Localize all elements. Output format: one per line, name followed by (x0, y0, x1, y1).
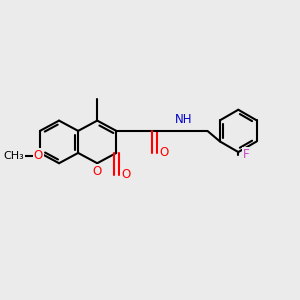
Text: NH: NH (175, 113, 192, 127)
Text: O: O (159, 146, 168, 159)
Text: F: F (243, 148, 249, 161)
Text: CH₃: CH₃ (3, 151, 24, 161)
Text: O: O (93, 165, 102, 178)
Text: O: O (34, 149, 43, 162)
Text: O: O (122, 169, 131, 182)
